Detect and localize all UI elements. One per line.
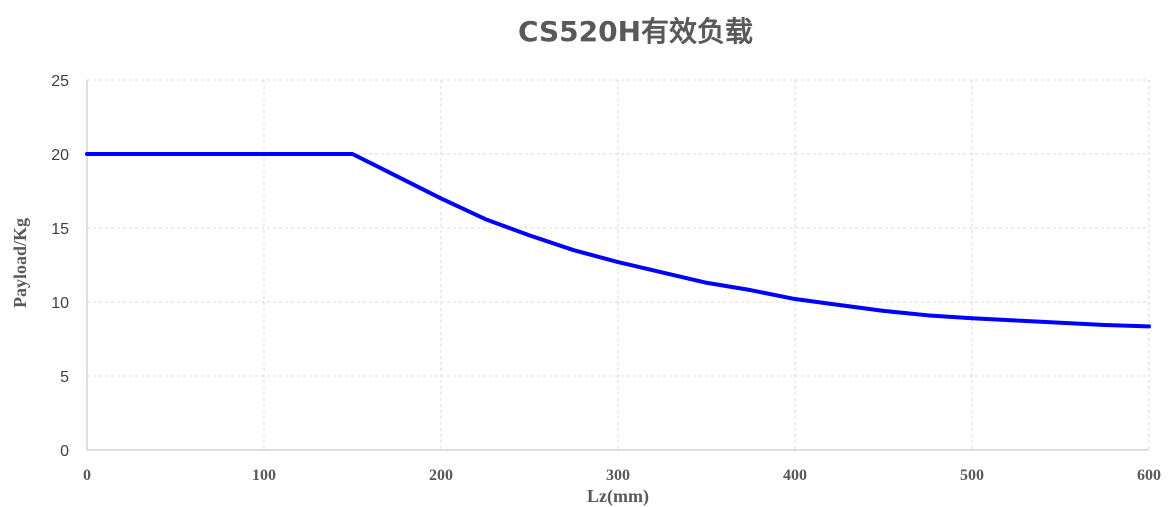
axes	[86, 80, 1149, 451]
x-tick-label: 100	[252, 467, 276, 484]
x-axis-title: Lz(mm)	[587, 486, 649, 507]
series-layer	[85, 152, 1151, 329]
x-tick-label: 200	[429, 467, 453, 484]
grid-lines	[86, 79, 1150, 451]
y-tick-label: 25	[51, 73, 69, 90]
labels: 0 5 10 15 20 25 0 100 200 300 400 500 600 Lz(mm) Paylo…	[10, 73, 1161, 507]
y-tick-label: 20	[51, 147, 69, 164]
y-axis-title: Payload/Kg	[10, 218, 30, 308]
x-tick-label: 300	[606, 467, 630, 484]
x-tick-label: 600	[1137, 467, 1161, 484]
y-tick-label: 15	[51, 221, 69, 238]
y-tick-label: 5	[60, 369, 69, 386]
x-tick-label: 500	[960, 467, 984, 484]
y-tick-label: 0	[60, 443, 69, 460]
x-tick-label: 0	[83, 467, 91, 484]
x-tick-label: 400	[783, 467, 807, 484]
y-tick-label: 10	[51, 295, 69, 312]
series-line	[85, 152, 1151, 329]
chart-title: CS520H有效负载	[517, 15, 754, 48]
